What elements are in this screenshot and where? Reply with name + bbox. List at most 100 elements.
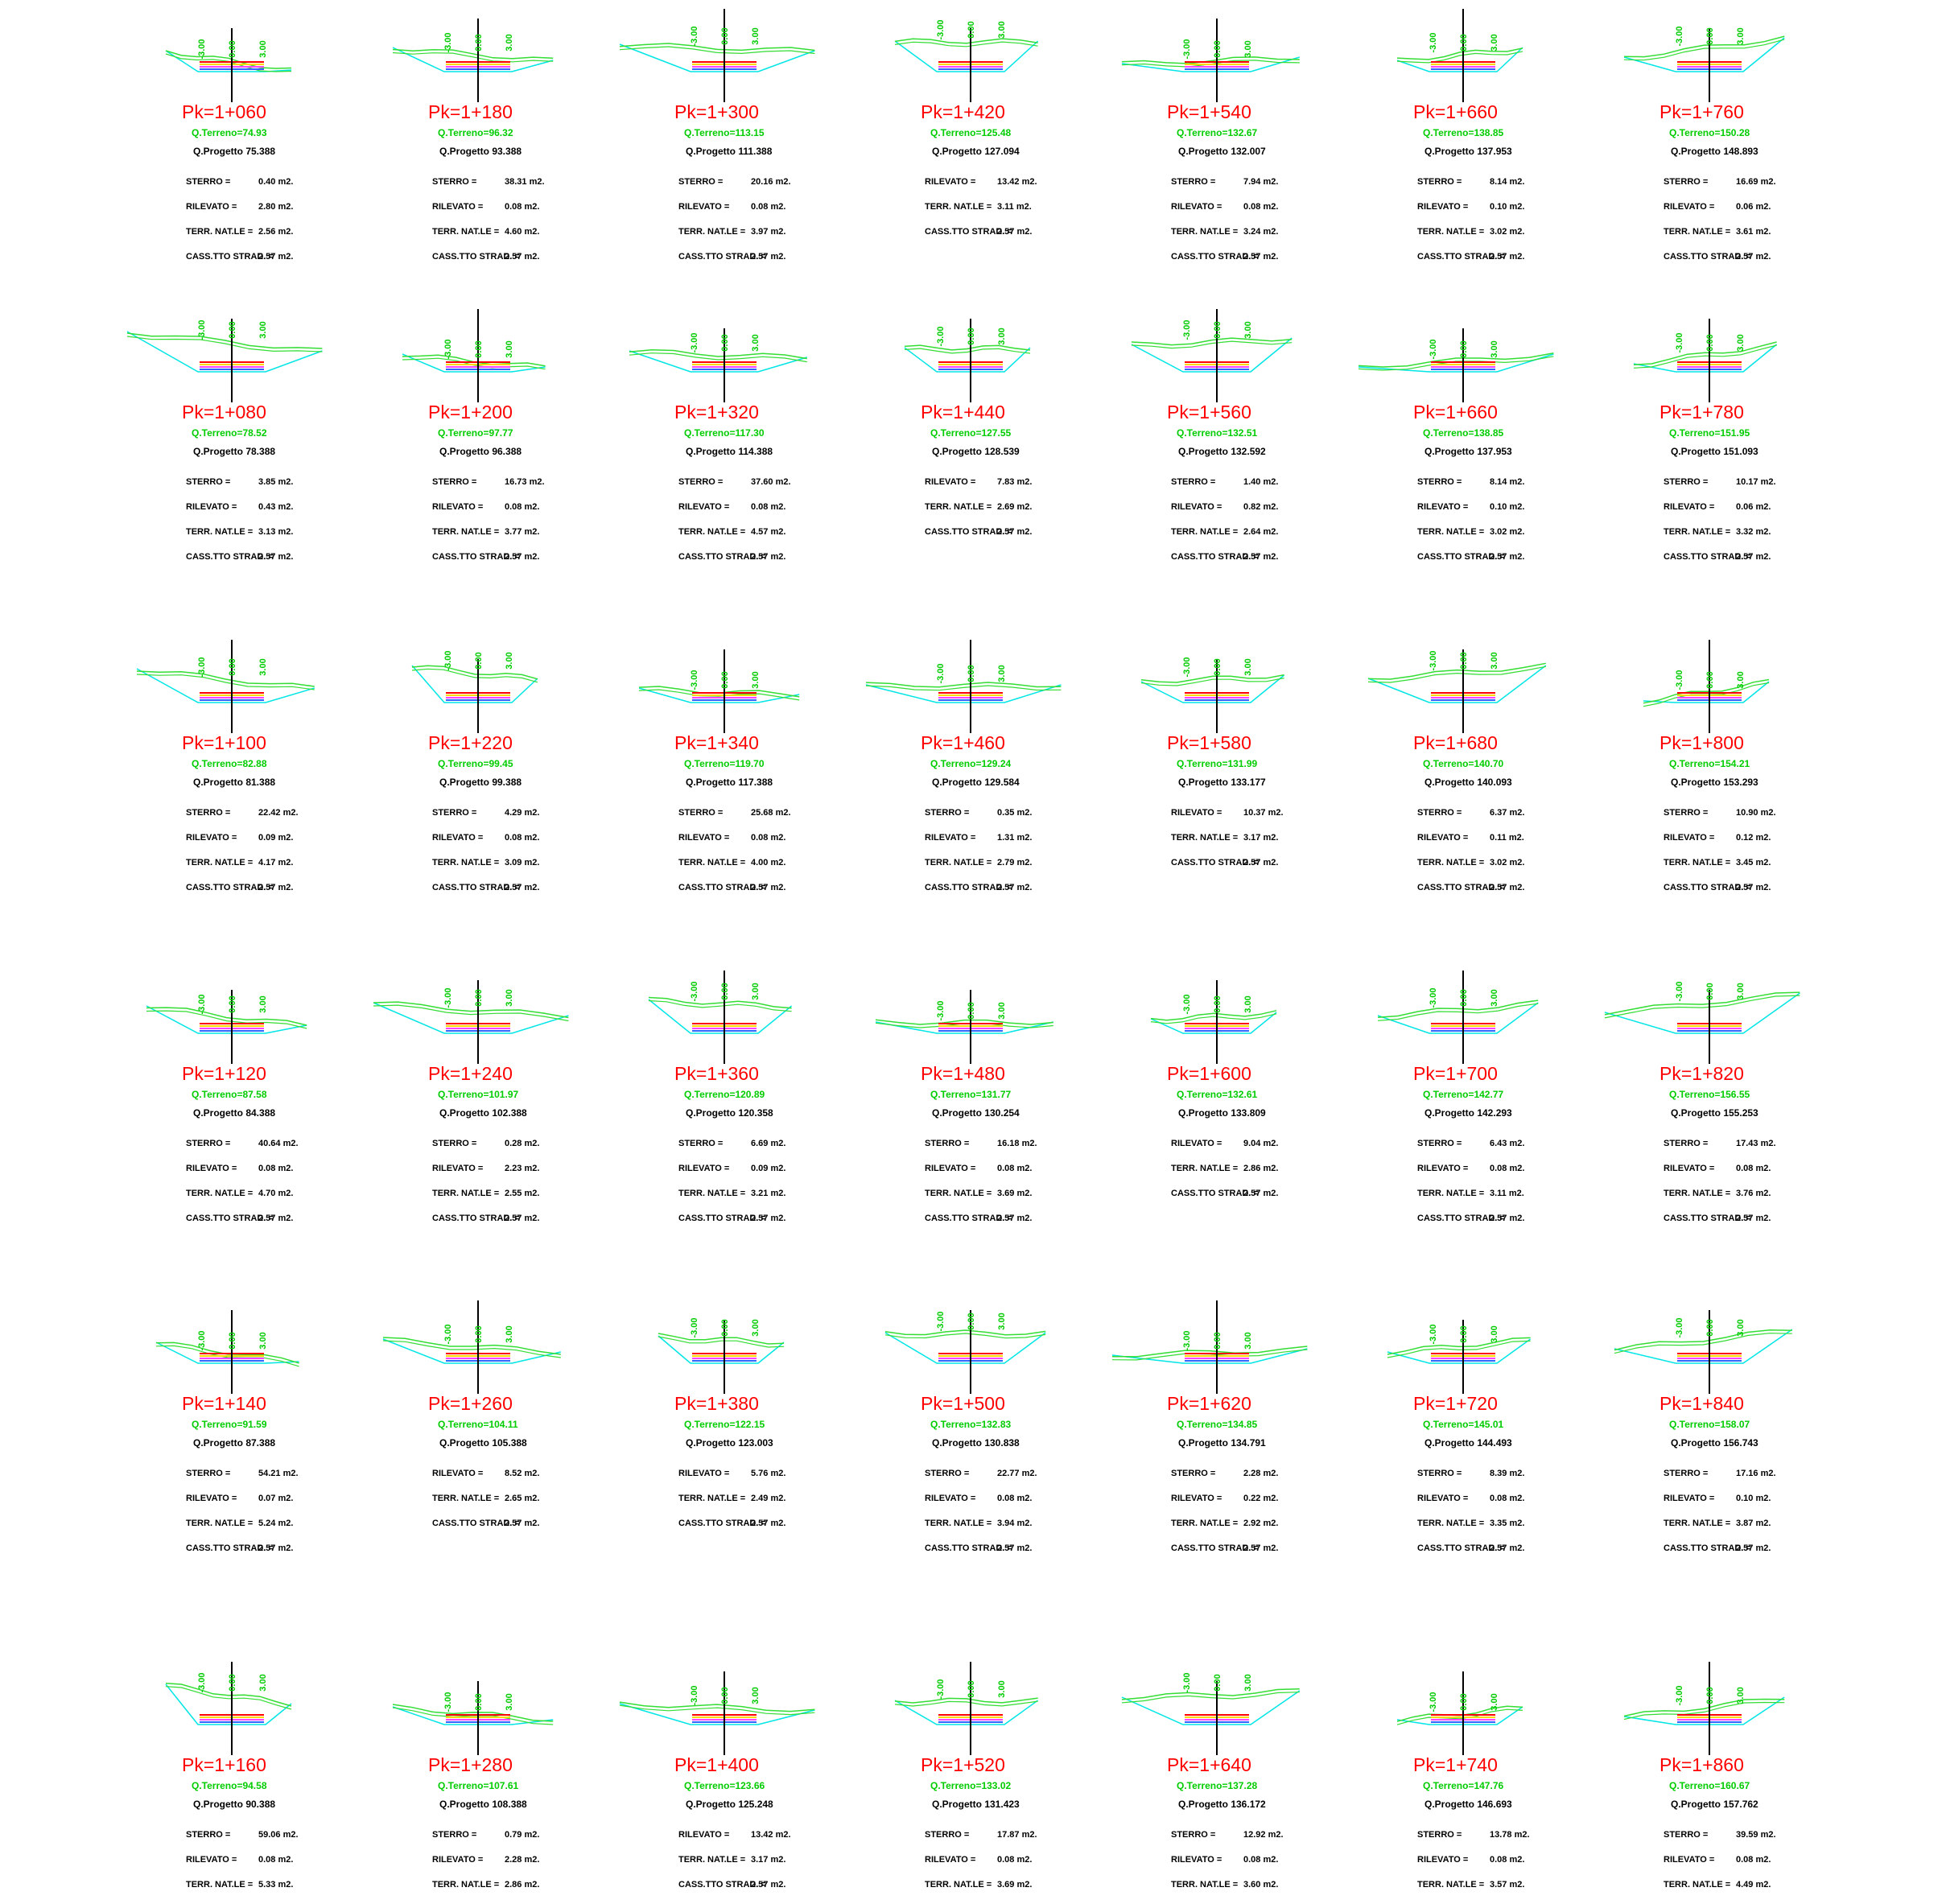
area-value: 0.08 m2.	[1490, 1494, 1524, 1503]
area-label: CASS.TTO STRAD. =	[925, 1543, 1012, 1553]
offset-label: -3.00	[936, 663, 946, 683]
terrain-line	[658, 1336, 785, 1348]
area-label: RILEVATO =	[1171, 1139, 1222, 1148]
area-value: 16.73 m2.	[505, 477, 545, 487]
cut-slope	[126, 331, 323, 373]
offset-label: -3.00	[1675, 670, 1684, 690]
offset-label: 3.00	[1490, 1693, 1499, 1710]
progetto-label: Q.Progetto 133.177	[1178, 777, 1266, 788]
terrain-line	[392, 48, 554, 60]
area-label: RILEVATO =	[1171, 1855, 1222, 1865]
cross-section: -3.00 0.00 3.00 Pk=1+580 Q.Terreno=131.99 Q.P…	[1140, 657, 1285, 868]
terrain-line	[638, 689, 800, 701]
offset-label: -3.00	[1429, 987, 1438, 1008]
pk-label: Pk=1+200	[428, 402, 513, 422]
area-value: 2.57 m2.	[751, 252, 785, 262]
area-label: RILEVATO =	[925, 833, 975, 843]
area-value: 4.57 m2.	[751, 527, 785, 537]
area-label: STERRO =	[925, 808, 969, 818]
terrain-line	[1604, 995, 1800, 1019]
offset-label: -3.00	[690, 332, 699, 352]
cross-section: -3.00 0.00 3.00 Pk=1+180 Q.Terreno=96.32 Q.Pr…	[392, 19, 554, 262]
terreno-label: Q.Terreno=87.58	[192, 1089, 267, 1100]
terreno-label: Q.Terreno=132.83	[930, 1419, 1011, 1430]
offset-label: -3.00	[1182, 39, 1192, 59]
offset-label: 0.00	[967, 1680, 976, 1697]
area-value: 4.49 m2.	[1736, 1880, 1771, 1890]
terreno-label: Q.Terreno=78.52	[192, 427, 267, 439]
area-label: STERRO =	[186, 177, 230, 187]
terreno-label: Q.Terreno=125.48	[930, 127, 1011, 138]
area-label: STERRO =	[1417, 177, 1462, 187]
offset-label: 3.00	[997, 665, 1007, 682]
area-value: 3.35 m2.	[1490, 1519, 1524, 1528]
progetto-label: Q.Progetto 129.584	[932, 777, 1020, 788]
area-value: 3.11 m2.	[997, 202, 1032, 212]
area-value: 0.79 m2.	[505, 1830, 539, 1840]
offset-label: 0.00	[228, 40, 237, 57]
area-label: RILEVATO =	[1664, 1494, 1714, 1503]
terreno-label: Q.Terreno=132.51	[1177, 427, 1257, 439]
terreno-label: Q.Terreno=131.77	[930, 1089, 1011, 1100]
area-value: 2.57 m2.	[505, 252, 539, 262]
cross-section: -3.00 0.00 3.00 Pk=1+700 Q.Terreno=142.77 Q.P…	[1377, 971, 1539, 1223]
area-value: 0.11 m2.	[1490, 833, 1524, 843]
terrain-line	[619, 43, 815, 52]
terrain-line	[1396, 51, 1523, 64]
offset-label: 3.00	[1243, 1332, 1253, 1349]
offset-label: 3.00	[751, 1687, 761, 1704]
area-value: 2.57 m2.	[1736, 1214, 1771, 1223]
pk-label: Pk=1+820	[1659, 1063, 1744, 1084]
terrain-line	[136, 674, 315, 690]
pk-label: Pk=1+420	[921, 101, 1005, 122]
offset-label: 0.00	[474, 340, 484, 357]
area-label: TERR. NAT.LE =	[1417, 227, 1484, 237]
terreno-label: Q.Terreno=113.15	[684, 127, 765, 138]
progetto-label: Q.Progetto 99.388	[439, 777, 522, 788]
offset-label: -3.00	[1429, 1324, 1438, 1344]
offset-label: 0.00	[474, 34, 484, 51]
area-value: 13.78 m2.	[1490, 1830, 1530, 1840]
area-value: 13.42 m2.	[751, 1830, 791, 1840]
area-value: 2.57 m2.	[1736, 1543, 1771, 1553]
area-value: 3.69 m2.	[997, 1880, 1032, 1890]
pk-label: Pk=1+540	[1167, 101, 1251, 122]
area-label: RILEVATO =	[1417, 1855, 1468, 1865]
offset-label: 0.00	[720, 1319, 730, 1336]
terrain-line	[884, 1329, 1046, 1336]
pk-label: Pk=1+140	[182, 1393, 266, 1414]
terreno-label: Q.Terreno=151.95	[1669, 427, 1750, 439]
area-value: 0.08 m2.	[258, 1855, 293, 1865]
pk-label: Pk=1+800	[1659, 732, 1744, 753]
offset-label: 3.00	[505, 652, 514, 669]
offset-label: 0.00	[474, 1325, 484, 1342]
area-value: 22.42 m2.	[258, 808, 299, 818]
terreno-label: Q.Terreno=145.01	[1423, 1419, 1503, 1430]
area-value: 3.02 m2.	[1490, 527, 1524, 537]
area-label: CASS.TTO STRAD. =	[432, 252, 520, 262]
offset-label: 0.00	[967, 328, 976, 344]
pk-label: Pk=1+100	[182, 732, 266, 753]
terrain-line	[1150, 1013, 1277, 1024]
terreno-label: Q.Terreno=160.67	[1669, 1780, 1750, 1791]
offset-label: 3.00	[751, 1319, 761, 1336]
area-label: RILEVATO =	[432, 1164, 483, 1173]
terrain-line	[865, 685, 1062, 691]
area-value: 2.57 m2.	[751, 552, 785, 562]
area-value: 0.08 m2.	[505, 202, 539, 212]
cross-section: -3.00 0.00 3.00 Pk=1+400 Q.Terreno=123.66 Q.P…	[619, 1671, 815, 1890]
area-value: 2.86 m2.	[1243, 1164, 1278, 1173]
area-label: CASS.TTO STRAD. =	[678, 252, 766, 262]
offset-label: 0.00	[1459, 1325, 1469, 1342]
terrain-line	[619, 46, 815, 55]
terreno-label: Q.Terreno=142.77	[1423, 1089, 1503, 1100]
terreno-label: Q.Terreno=150.28	[1669, 127, 1750, 138]
offset-label: 0.00	[1459, 1693, 1469, 1710]
offset-label: 0.00	[1705, 334, 1715, 351]
area-value: 3.32 m2.	[1736, 527, 1771, 537]
area-value: 2.57 m2.	[1490, 252, 1524, 262]
area-value: 5.33 m2.	[258, 1880, 293, 1890]
area-value: 4.70 m2.	[258, 1189, 293, 1198]
area-value: 17.43 m2.	[1736, 1139, 1776, 1148]
area-label: STERRO =	[1417, 1830, 1462, 1840]
